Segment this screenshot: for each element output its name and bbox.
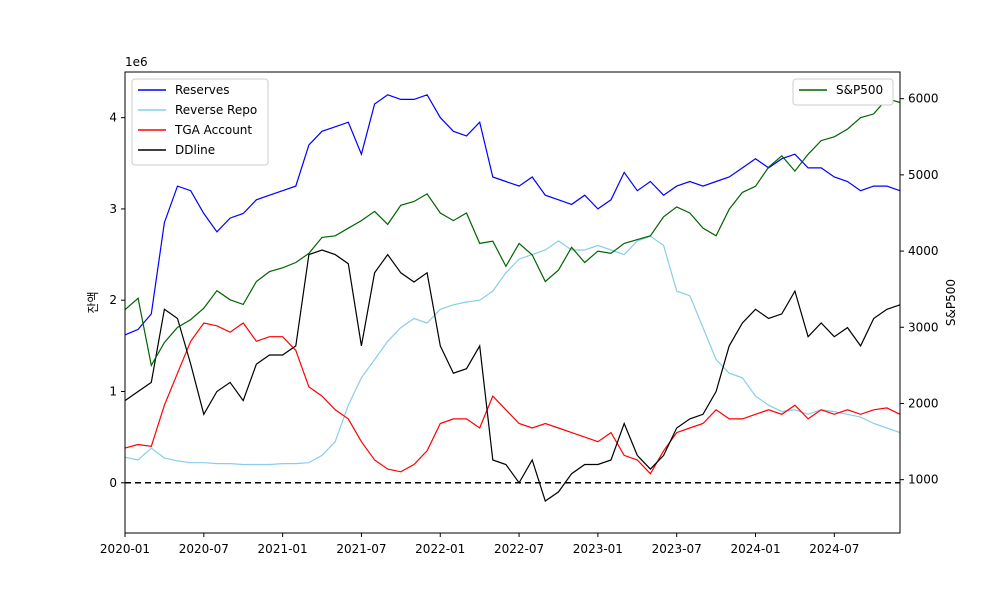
x-tick-label: 2022-07: [494, 542, 544, 556]
legend-entry-label: DDline: [175, 143, 215, 157]
series-line-ddline: [124, 249, 901, 502]
left-tick-label: 1: [109, 385, 117, 399]
series-line-reserves: [124, 94, 901, 336]
series-line-s-p500: [124, 98, 901, 368]
x-tick-label: 2020-01: [100, 542, 150, 556]
legend-entry-label: TGA Account: [174, 123, 252, 137]
right-tick-label: 5000: [908, 168, 939, 182]
legend-entry-label: Reverse Repo: [175, 103, 257, 117]
legend-left: Reserves Reverse Repo TGA Account DDline: [131, 78, 269, 166]
x-tick-label: 2023-07: [652, 542, 702, 556]
series-line-reverse-repo: [124, 235, 901, 466]
plot-frame: [124, 71, 901, 534]
y-axis-left: 0 1 2 3 4: [109, 111, 125, 490]
x-tick-label: 2021-01: [258, 542, 308, 556]
legend-entry-label: S&P500: [836, 83, 883, 97]
right-tick-label: 2000: [908, 396, 939, 410]
legend-left-box: [131, 78, 269, 166]
x-tick-label: 2022-01: [415, 542, 465, 556]
x-axis: 2020-01 2020-07 2021-01 2021-07 2022-01 2022-…: [100, 533, 859, 556]
x-tick-label: 2021-07: [336, 542, 386, 556]
series-line-tga-account: [124, 322, 901, 475]
right-tick-label: 6000: [908, 92, 939, 106]
x-tick-label: 2020-07: [179, 542, 229, 556]
legend-right-box: [792, 78, 894, 106]
y-axis-right: 1000 2000 3000 4000 5000 6000: [900, 92, 939, 487]
right-tick-label: 4000: [908, 244, 939, 258]
x-tick-label: 2024-01: [730, 542, 780, 556]
left-tick-label: 0: [109, 476, 117, 490]
left-axis-label: 잔액: [86, 291, 100, 313]
legend-entry-label: Reserves: [175, 83, 230, 97]
right-tick-label: 3000: [908, 320, 939, 334]
left-tick-label: 2: [109, 293, 117, 307]
right-tick-label: 1000: [908, 473, 939, 487]
left-tick-label: 4: [109, 111, 117, 125]
left-tick-label: 3: [109, 202, 117, 216]
x-tick-label: 2023-01: [573, 542, 623, 556]
x-tick-label: 2024-07: [809, 542, 859, 556]
left-axis-scale-label: 1e6: [125, 55, 148, 69]
legend-right: S&P500: [792, 78, 894, 106]
series-layer: [124, 94, 901, 502]
right-axis-label: S&P500: [944, 279, 958, 326]
